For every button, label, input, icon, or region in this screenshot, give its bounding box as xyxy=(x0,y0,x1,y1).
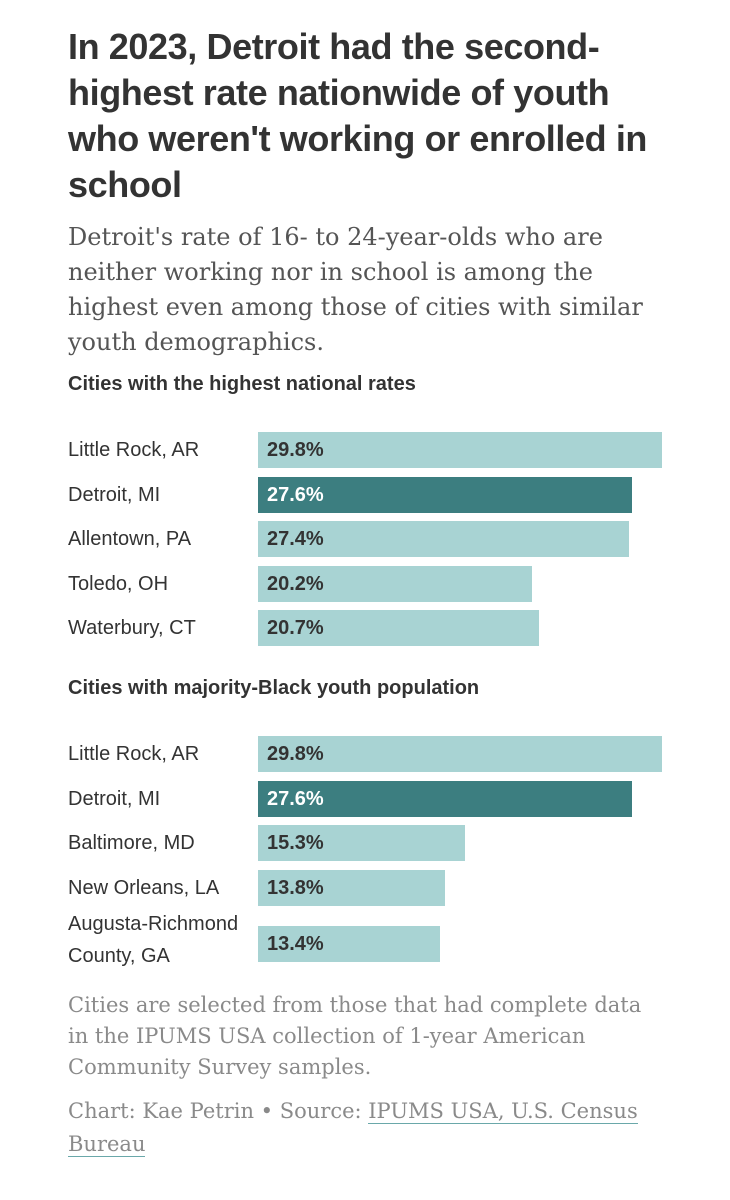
data-label: 13.8% xyxy=(267,876,324,899)
category-label: Toledo, OH xyxy=(68,572,169,595)
bar: 13.4% xyxy=(258,926,440,962)
data-label: 27.6% xyxy=(267,787,324,810)
data-label: 29.8% xyxy=(267,439,324,461)
category-label: Waterbury, CT xyxy=(68,617,196,639)
category-label: Allentown, PA xyxy=(68,528,192,550)
data-label: 29.8% xyxy=(267,743,324,765)
chart-section-majority-black: Cities with majority-Black youth populat… xyxy=(68,676,668,967)
bar: 20.2% xyxy=(258,565,532,602)
bar: 29.8% xyxy=(258,736,662,772)
data-label: 20.2% xyxy=(267,572,324,595)
bar: 27.6% xyxy=(258,780,633,817)
chart-section-highest-national: Cities with the highest national rates L… xyxy=(68,372,668,646)
category-label: New Orleans, LA xyxy=(68,876,220,899)
data-label: 15.3% xyxy=(267,832,324,854)
page-title: In 2023, Detroit had the second-highest … xyxy=(68,26,648,205)
bar: 27.4% xyxy=(258,521,630,557)
page-subtitle: Detroit's rate of 16- to 24-year-olds wh… xyxy=(68,223,643,356)
chart-credit: Chart: Kae Petrin • Source: IPUMS USA, U… xyxy=(68,1095,668,1161)
data-label: 27.6% xyxy=(267,483,324,506)
data-label: 20.7% xyxy=(267,617,324,639)
category-label: Little Rock, AR xyxy=(68,439,200,461)
category-label: Augusta-Richmond County, GA xyxy=(68,913,239,967)
category-label: Baltimore, MD xyxy=(68,832,195,854)
bar: 13.8% xyxy=(258,869,446,906)
category-label: Little Rock, AR xyxy=(68,743,200,765)
section-title: Cities with the highest national rates xyxy=(68,373,416,395)
credit-prefix: Chart: Kae Petrin • Source: xyxy=(68,1099,369,1123)
data-label: 13.4% xyxy=(267,933,324,955)
bar: 20.7% xyxy=(258,610,539,646)
category-label: Detroit, MI xyxy=(68,483,161,506)
data-label: 27.4% xyxy=(267,528,324,550)
bar: 29.8% xyxy=(258,432,662,468)
bar: 27.6% xyxy=(258,476,633,513)
chart-notes: Cities are selected from those that had … xyxy=(68,993,642,1079)
chart-article: In 2023, Detroit had the second-highest … xyxy=(68,24,668,360)
bar: 15.3% xyxy=(258,825,466,861)
category-label: Detroit, MI xyxy=(68,787,161,810)
source-link[interactable]: IPUMS USA, U.S. Census Bureau xyxy=(68,1099,638,1157)
section-title: Cities with majority-Black youth populat… xyxy=(68,677,480,699)
